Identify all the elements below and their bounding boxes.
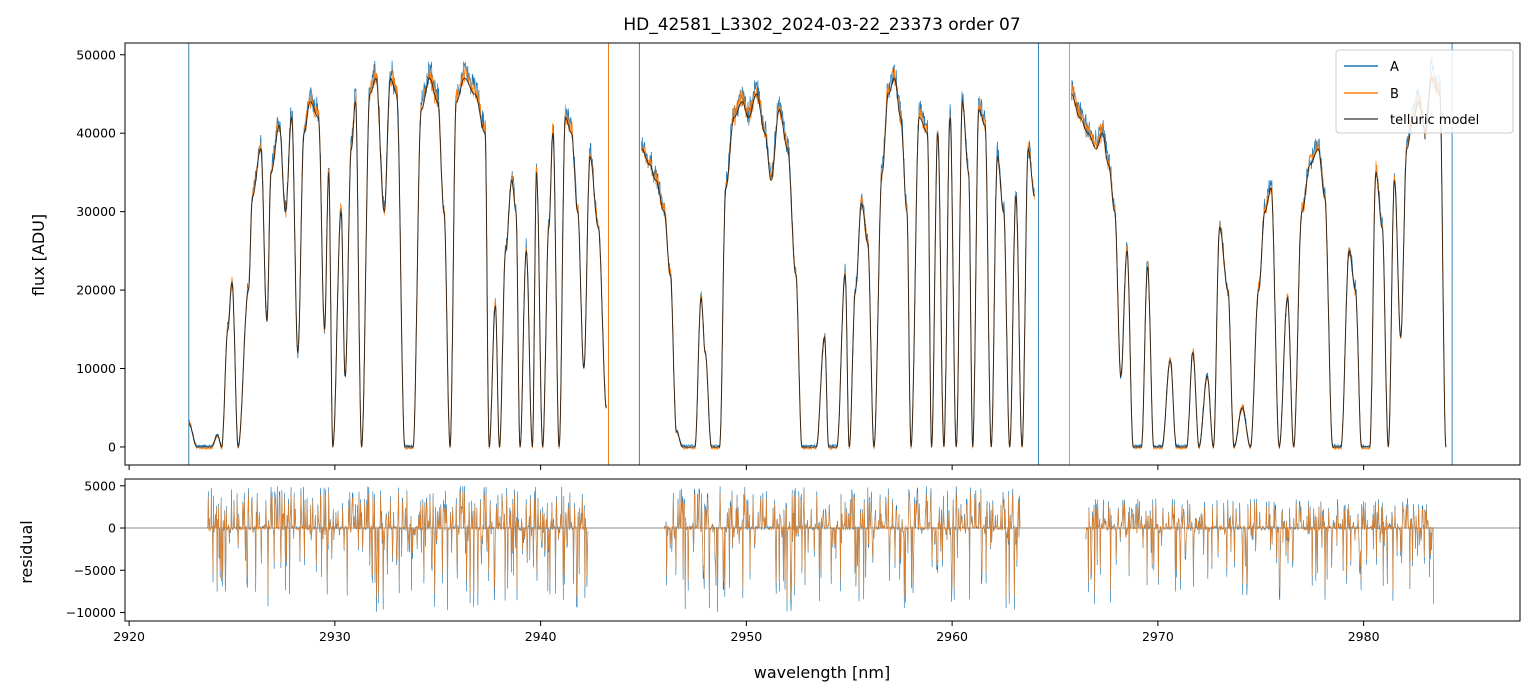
top-series-group	[188, 43, 1453, 465]
telluric-model-line	[188, 77, 607, 449]
top-y-tick-label: 40000	[76, 126, 116, 141]
top-y-tick-label: 30000	[76, 204, 116, 219]
top-y-tick-label: 0	[108, 439, 116, 454]
residual-b-line	[663, 491, 1021, 601]
bottom-series-group	[125, 485, 1520, 612]
bottom-y-tick-label: 0	[108, 521, 116, 536]
bottom-y-ticks: −10000 −5000 0 5000	[66, 478, 125, 620]
bottom-y-axis-label: residual	[17, 520, 36, 583]
bottom-y-tick-label: −10000	[66, 605, 116, 620]
bottom-x-tick-label: 2930	[319, 629, 351, 644]
bottom-x-tick-label: 2960	[936, 629, 968, 644]
legend-box	[1335, 49, 1514, 134]
top-panel: HD_42581_L3302_2024-03-22_23373 order 07…	[29, 15, 1521, 470]
bottom-data-layer	[125, 485, 1520, 612]
legend-label-b: B	[1390, 87, 1399, 102]
top-y-ticks: 0 10000 20000 30000 40000 50000	[76, 47, 125, 454]
telluric-model-line	[1071, 77, 1447, 449]
legend: A B telluric model	[1335, 49, 1514, 134]
legend-label-a: A	[1390, 60, 1399, 75]
bottom-x-tick-label: 2950	[730, 629, 762, 644]
top-x-ticks	[128, 465, 1365, 470]
bottom-y-tick-label: −5000	[74, 563, 116, 578]
bottom-x-tick-label: 2920	[113, 629, 145, 644]
x-axis-label: wavelength [nm]	[754, 663, 891, 682]
residual-b-line	[207, 491, 589, 599]
series-a-line	[641, 64, 1035, 449]
bottom-x-ticks: 2920 2930 2940 2950 2960 2970 2980	[113, 621, 1380, 644]
residual-b-line	[1085, 501, 1434, 594]
top-plot-frame	[124, 42, 1521, 466]
telluric-model-line	[641, 77, 1035, 448]
bottom-y-tick-label: 5000	[84, 478, 116, 493]
top-y-tick-label: 50000	[76, 47, 116, 62]
bottom-x-tick-label: 2940	[525, 629, 557, 644]
top-y-tick-label: 10000	[76, 361, 116, 376]
bottom-plot-frame	[124, 478, 1521, 622]
residual-a-line	[207, 485, 589, 612]
bottom-x-tick-label: 2970	[1142, 629, 1174, 644]
legend-label-telluric: telluric model	[1390, 113, 1479, 128]
top-y-tick-label: 20000	[76, 283, 116, 298]
top-y-axis-label: flux [ADU]	[29, 214, 48, 296]
top-data-layer	[188, 43, 1453, 465]
bottom-panel: residual wavelength [nm] −10000 −5000 0 500…	[17, 478, 1521, 682]
chart-title: HD_42581_L3302_2024-03-22_23373 order 07	[623, 15, 1020, 35]
series-b-line	[641, 67, 1035, 451]
bottom-x-tick-label: 2980	[1348, 629, 1380, 644]
